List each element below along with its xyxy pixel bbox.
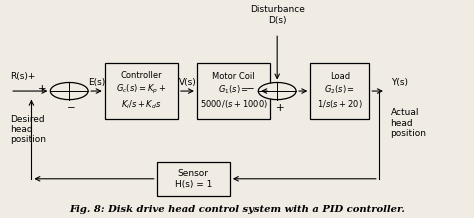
Bar: [310, 63, 369, 119]
Bar: [105, 63, 178, 119]
Text: Sensor
H(s) = 1: Sensor H(s) = 1: [174, 169, 212, 189]
Circle shape: [50, 82, 88, 100]
Text: Fig. 8: Disk drive head control system with a PID controller.: Fig. 8: Disk drive head control system w…: [69, 205, 405, 214]
Bar: [197, 63, 270, 119]
Text: Motor Coil
$G_1(s) =$
$5000 / (s+1000)$: Motor Coil $G_1(s) =$ $5000 / (s+1000)$: [200, 72, 267, 111]
Text: Disturbance
D(s): Disturbance D(s): [250, 5, 305, 25]
Text: Actual
head
position: Actual head position: [391, 108, 427, 138]
Text: E(s): E(s): [88, 78, 105, 87]
Text: Controller
$G_c(s) = K_p +$
$K_i/s + K_ds$: Controller $G_c(s) = K_p +$ $K_i/s + K_d…: [116, 71, 166, 111]
Text: +: +: [38, 84, 46, 94]
Text: −: −: [67, 103, 75, 113]
Bar: [156, 162, 230, 196]
Text: Desired
head
position: Desired head position: [10, 115, 46, 145]
Text: −: −: [246, 84, 255, 94]
Text: Load
$G_2(s) =$
$1 / s(s+20)$: Load $G_2(s) =$ $1 / s(s+20)$: [317, 72, 363, 111]
Text: R(s)+: R(s)+: [10, 72, 36, 81]
Circle shape: [258, 82, 296, 100]
Text: Y(s): Y(s): [391, 78, 408, 87]
Text: V(s): V(s): [179, 78, 196, 87]
Text: +: +: [276, 103, 284, 113]
